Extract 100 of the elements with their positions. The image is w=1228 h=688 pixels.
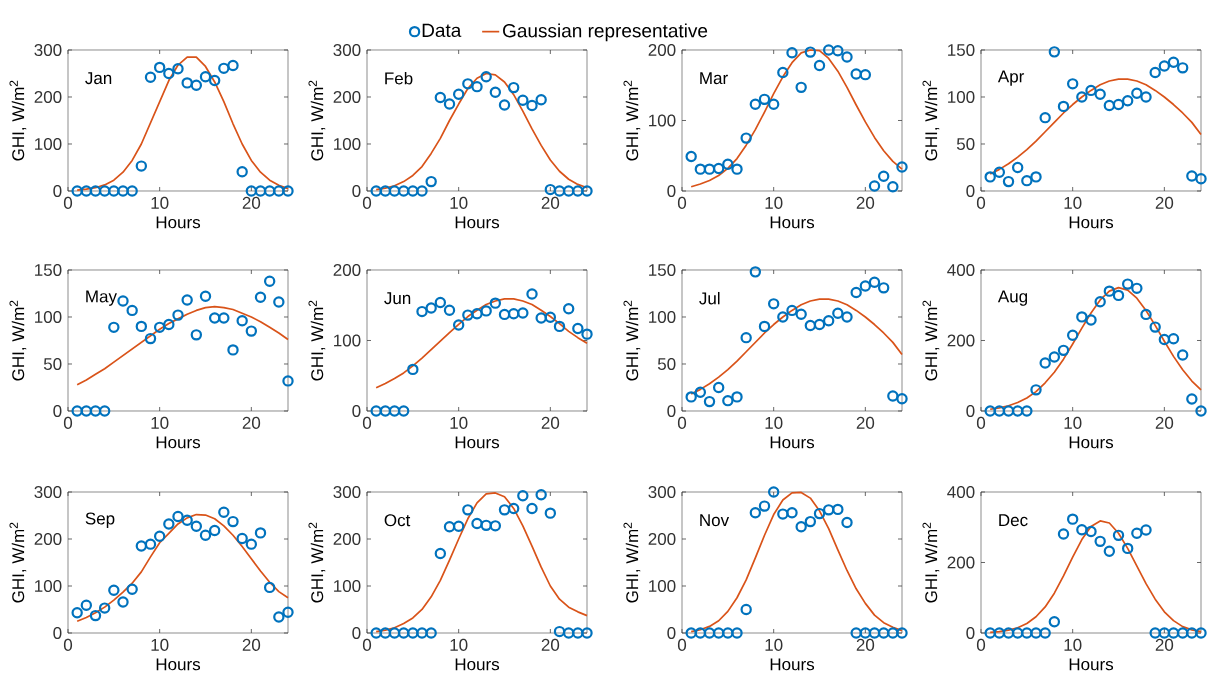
point xyxy=(868,627,881,639)
point xyxy=(471,517,483,530)
point xyxy=(850,286,862,299)
x-axis-title: Hours xyxy=(156,216,201,229)
point xyxy=(832,503,844,516)
point xyxy=(1021,627,1033,639)
point xyxy=(153,530,166,542)
point xyxy=(108,321,120,334)
point xyxy=(731,163,743,175)
point xyxy=(1057,344,1070,357)
point xyxy=(1186,627,1198,639)
x-axis-title: Hours xyxy=(156,658,201,671)
y-tick-label: 200 xyxy=(333,532,361,546)
point xyxy=(236,315,248,327)
point xyxy=(489,520,502,532)
point xyxy=(370,405,382,417)
point xyxy=(553,625,566,638)
point xyxy=(1103,285,1116,297)
y-axis-title: GHI, W/m$^{2}$ xyxy=(9,522,27,603)
x-tick-label: 10 xyxy=(151,416,169,429)
point xyxy=(498,308,511,321)
point xyxy=(181,514,193,526)
point xyxy=(1094,88,1106,100)
point xyxy=(868,180,881,192)
x-tick-label: 0 xyxy=(63,196,73,209)
point xyxy=(526,502,538,515)
y-tick-label: 200 xyxy=(648,43,676,57)
annotation: Oct xyxy=(384,514,411,527)
x-tick-label: 20 xyxy=(541,638,560,651)
y-tick-label: 50 xyxy=(657,357,676,371)
point xyxy=(144,332,157,345)
y-tick-label: 200 xyxy=(947,334,975,347)
y-tick-label: 400 xyxy=(947,263,975,277)
x-axis-title: Hours xyxy=(455,436,500,449)
point xyxy=(1112,98,1125,111)
point xyxy=(98,602,111,614)
point xyxy=(859,68,872,81)
point xyxy=(822,44,835,56)
point xyxy=(841,516,853,529)
y-axis-title: GHI, W/m$^{2}$ xyxy=(922,522,940,603)
point xyxy=(850,68,862,80)
point xyxy=(1066,513,1079,525)
point xyxy=(388,185,401,197)
y-tick-label: 200 xyxy=(947,556,975,569)
point xyxy=(896,393,908,405)
point xyxy=(80,599,93,611)
x-axis-title: Hours xyxy=(156,436,201,449)
point xyxy=(712,381,725,394)
point xyxy=(1131,527,1143,539)
point xyxy=(227,59,239,72)
point xyxy=(722,158,734,170)
point xyxy=(407,363,419,376)
point xyxy=(126,185,138,197)
point xyxy=(749,266,762,278)
x-axis-title: Hours xyxy=(455,658,500,671)
x-tick-label: 10 xyxy=(1064,638,1082,651)
x-tick-label: 20 xyxy=(541,416,560,429)
point xyxy=(172,63,184,75)
x-tick-label: 10 xyxy=(450,196,468,209)
point xyxy=(117,185,129,197)
point xyxy=(1112,529,1125,542)
point xyxy=(993,166,1006,178)
y-tick-label: 150 xyxy=(649,263,676,277)
point xyxy=(407,627,419,639)
point xyxy=(1140,308,1152,321)
point xyxy=(388,405,401,417)
point xyxy=(795,521,807,533)
point xyxy=(163,67,175,80)
point xyxy=(1140,91,1152,103)
x-tick-label: 0 xyxy=(976,196,986,209)
x-tick-label: 10 xyxy=(765,196,783,209)
x-tick-label: 0 xyxy=(677,196,687,209)
point xyxy=(822,504,835,516)
point xyxy=(1176,62,1189,74)
y-axis-title: GHI, W/m$^{2}$ xyxy=(9,80,27,161)
x-tick-label: 10 xyxy=(450,416,468,429)
point xyxy=(767,298,780,310)
point xyxy=(1011,161,1024,174)
point xyxy=(562,303,575,315)
point xyxy=(1131,282,1143,295)
point xyxy=(1030,627,1042,639)
annotation: Feb xyxy=(385,71,413,85)
x-tick-label: 10 xyxy=(1064,196,1082,209)
y-axis-title: GHI, W/m$^{2}$ xyxy=(623,522,641,603)
point xyxy=(1195,173,1207,185)
point xyxy=(1002,405,1015,417)
y-axis-title: GHI, W/m$^{2}$ xyxy=(308,300,326,381)
point xyxy=(694,386,707,398)
point xyxy=(984,405,996,417)
y-axis-title: GHI, W/m$^{2}$ xyxy=(623,80,641,161)
point xyxy=(804,46,817,58)
point xyxy=(273,296,285,308)
point xyxy=(1076,311,1088,323)
y-tick-label: 0 xyxy=(352,626,361,640)
annotation: May xyxy=(86,290,117,306)
point xyxy=(388,627,401,639)
y-tick-label: 200 xyxy=(34,90,62,104)
point xyxy=(1149,627,1161,639)
point xyxy=(1021,405,1033,417)
point xyxy=(832,45,844,57)
